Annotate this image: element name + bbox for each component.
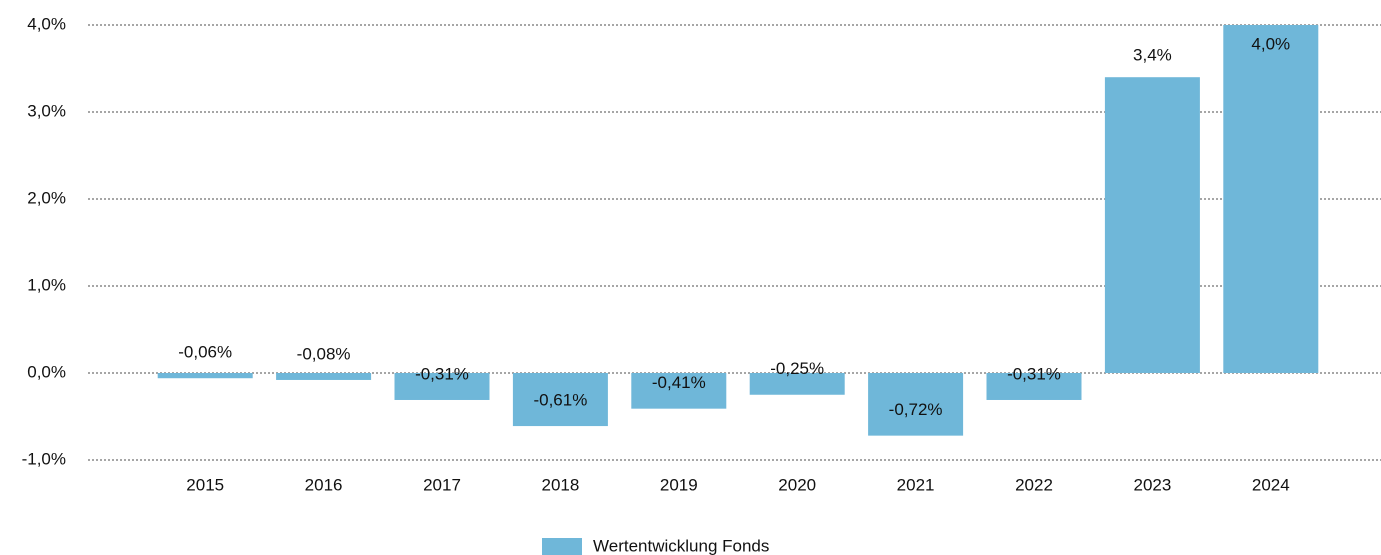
bar bbox=[394, 373, 490, 400]
x-tick-label: 2022 bbox=[1015, 475, 1053, 494]
x-tick-label: 2023 bbox=[1133, 475, 1171, 494]
bar bbox=[986, 373, 1082, 400]
x-tick-label: 2016 bbox=[305, 475, 343, 494]
data-label: -0,72% bbox=[889, 400, 943, 419]
y-tick-label: 0,0% bbox=[27, 362, 66, 381]
bar bbox=[631, 373, 727, 409]
legend-swatch bbox=[542, 538, 582, 555]
bar bbox=[512, 373, 608, 427]
legend-label: Wertentwicklung Fonds bbox=[593, 536, 769, 555]
data-label: -0,25% bbox=[770, 359, 824, 378]
data-label: -0,41% bbox=[652, 373, 706, 392]
data-label: -0,06% bbox=[178, 343, 232, 362]
y-tick-label: 1,0% bbox=[27, 275, 66, 294]
x-tick-label: 2020 bbox=[778, 475, 816, 494]
y-tick-label: 3,0% bbox=[27, 101, 66, 120]
x-tick-label: 2018 bbox=[541, 475, 579, 494]
y-tick-label: 2,0% bbox=[27, 188, 66, 207]
x-tick-label: 2024 bbox=[1252, 475, 1290, 494]
bar bbox=[276, 373, 372, 380]
data-label: -0,31% bbox=[1007, 364, 1061, 383]
bar bbox=[1223, 25, 1319, 373]
x-tick-label: 2015 bbox=[186, 475, 224, 494]
data-label: 4,0% bbox=[1251, 34, 1290, 53]
x-tick-label: 2021 bbox=[897, 475, 935, 494]
data-label: -0,08% bbox=[297, 344, 351, 363]
bar bbox=[1104, 77, 1200, 373]
y-tick-label: -1,0% bbox=[22, 449, 66, 468]
data-label: -0,61% bbox=[533, 391, 587, 410]
x-tick-label: 2017 bbox=[423, 475, 461, 494]
data-label: -0,31% bbox=[415, 364, 469, 383]
y-tick-label: 4,0% bbox=[27, 14, 66, 33]
data-label: 3,4% bbox=[1133, 46, 1172, 65]
bar bbox=[157, 373, 253, 379]
x-tick-label: 2019 bbox=[660, 475, 698, 494]
bar bbox=[749, 373, 845, 395]
bar bbox=[868, 373, 964, 436]
